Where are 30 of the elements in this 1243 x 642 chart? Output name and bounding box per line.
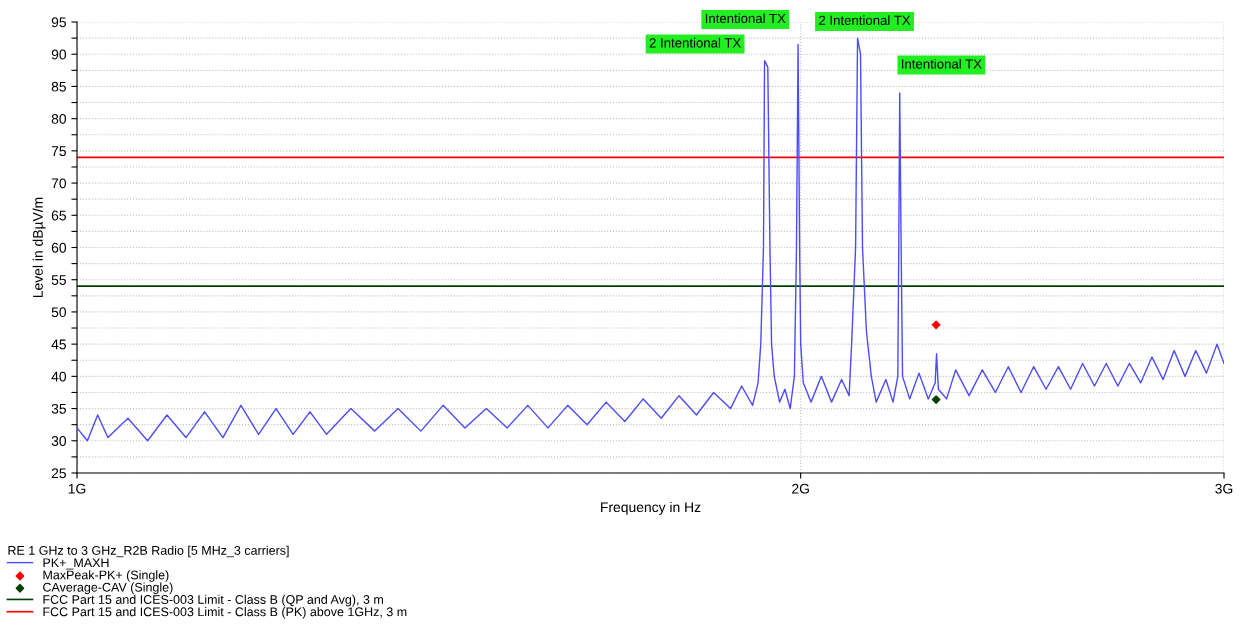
x-axis-title: Frequency in Hz [601, 501, 701, 515]
y-tick-label: 30 [51, 436, 67, 446]
y-tick-label: 40 [51, 371, 67, 382]
y-tick-label: 70 [51, 178, 67, 189]
y-tick-label: 95 [51, 17, 66, 28]
annotation: Intentional TX [705, 13, 786, 24]
y-tick-label: 35 [51, 403, 66, 414]
y-tick-label: 65 [51, 210, 66, 221]
legend-label: CAverage-CAV (Single) [43, 582, 173, 595]
annotation: 2 Intentional TX [649, 37, 741, 48]
y-tick-label: 90 [51, 49, 67, 60]
y-tick-label: 85 [51, 81, 66, 92]
x-tick-label: 1G [68, 483, 86, 494]
legend-title: RE 1 GHz to 3 GHz_R2B Radio [5 MHz_3 carriers] [8, 545, 289, 558]
y-tick-label: 50 [51, 307, 67, 318]
legend-label: PK+_MAXH [43, 558, 109, 570]
y-tick-label: 55 [51, 275, 66, 285]
legend-label: FCC Part 15 and ICES-003 Limit - Class B (QP and Avg), 3 m [43, 594, 383, 607]
y-axis-title: Level in dBµV/m [32, 197, 46, 298]
y-tick-label: 60 [51, 242, 67, 253]
y-tick-label: 25 [51, 468, 66, 479]
legend-label: FCC Part 15 and ICES-003 Limit - Class B (PK) above 1GHz, 3 m [43, 607, 407, 619]
y-tick-label: 45 [51, 339, 66, 350]
x-tick-label: 3G [1215, 483, 1233, 494]
legend-label: MaxPeak-PK+ (Single) [43, 570, 169, 582]
y-tick-label: 75 [51, 146, 66, 157]
annotation: 2 Intentional TX [819, 15, 911, 25]
y-tick-label: 80 [51, 113, 67, 124]
x-tick-label: 2G [792, 483, 809, 494]
annotation: Intentional TX [902, 58, 982, 69]
